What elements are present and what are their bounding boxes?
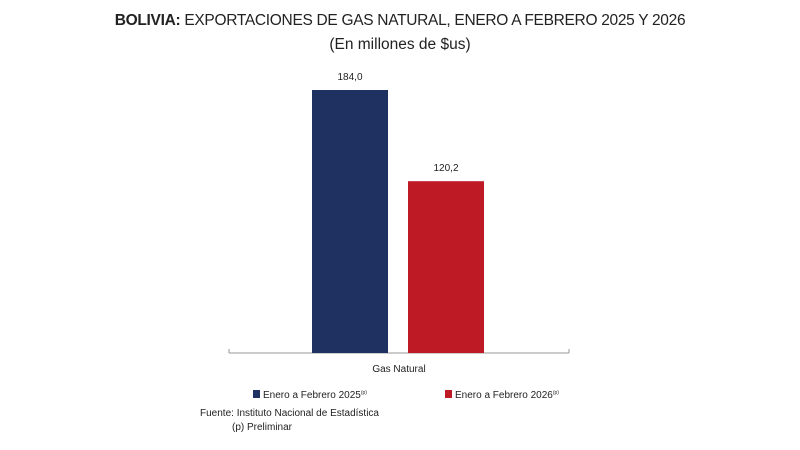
legend-swatch-2025 (253, 390, 260, 398)
bar-2025 (312, 90, 388, 353)
data-label-2025: 184,0 (337, 72, 362, 83)
note-text: (p) Preliminar (232, 422, 293, 433)
legend-label-2026: Enero a Febrero 2026(p) (455, 390, 559, 401)
title-bold: BOLIVIA: (114, 12, 181, 29)
chart-title: BOLIVIA: EXPORTACIONES DE GAS NATURAL, E… (0, 12, 800, 30)
title-text: EXPORTACIONES DE GAS NATURAL, ENERO A FE… (184, 12, 686, 29)
legend-label-2025: Enero a Febrero 2025(p) (263, 390, 367, 401)
legend-swatch-2026 (445, 390, 452, 398)
category-label: Gas Natural (372, 364, 425, 375)
bar-2026 (408, 181, 484, 353)
data-label-2026: 120,2 (433, 163, 458, 174)
chart-subtitle: (En millones de $us) (329, 36, 471, 53)
source-text: Fuente: Instituto Nacional de Estadístic… (200, 408, 379, 419)
